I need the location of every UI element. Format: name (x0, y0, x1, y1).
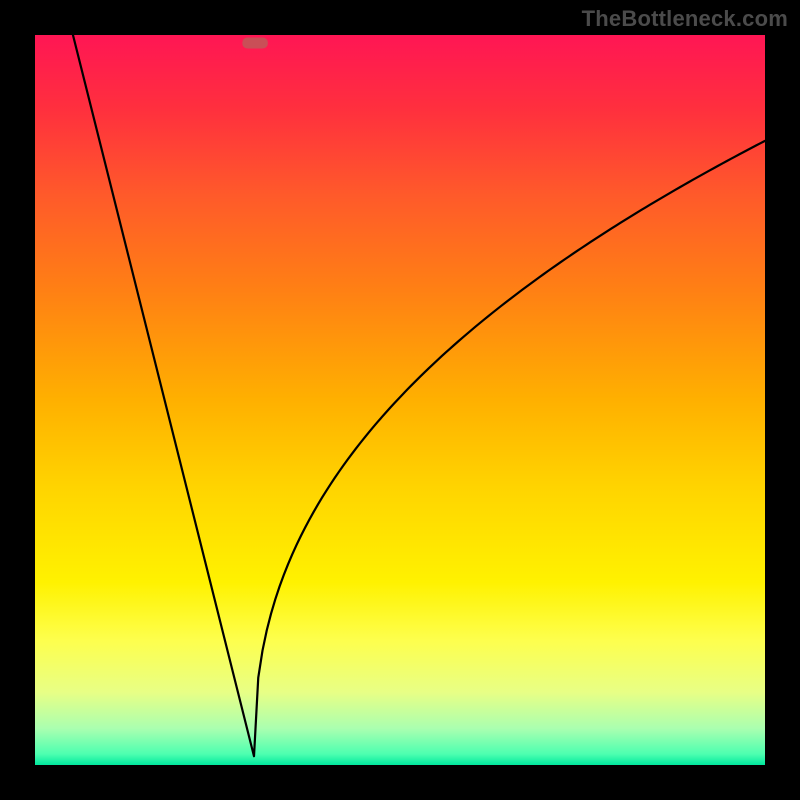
gradient-background (35, 35, 765, 765)
watermark-text: TheBottleneck.com (582, 6, 788, 32)
plot-area (35, 35, 765, 765)
optimum-marker (242, 38, 268, 49)
plot-svg (35, 35, 765, 765)
